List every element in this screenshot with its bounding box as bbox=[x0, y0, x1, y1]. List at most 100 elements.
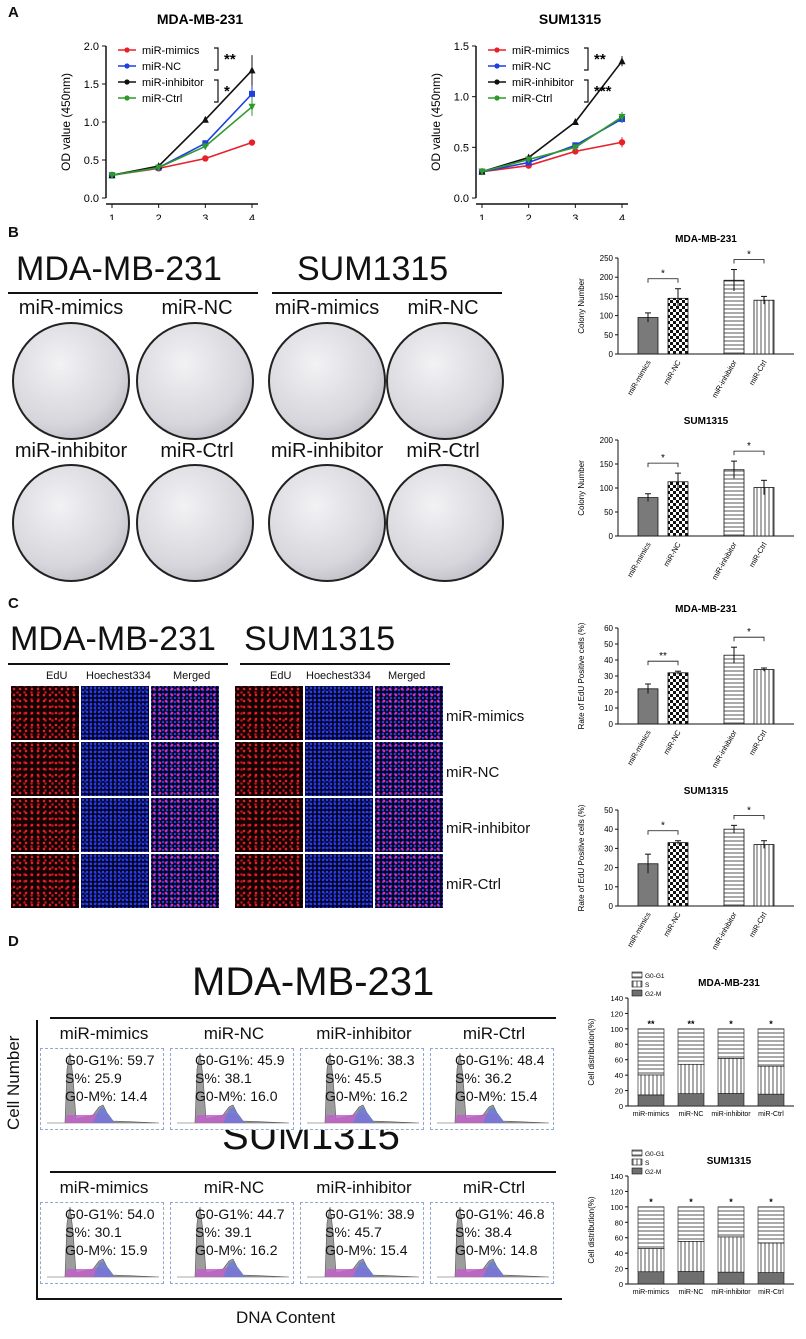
significance-label: *** bbox=[594, 83, 612, 100]
y-tick-label: 40 bbox=[615, 1249, 623, 1258]
y-tick-label: 0 bbox=[609, 350, 614, 359]
significance-bracket bbox=[214, 79, 219, 103]
significance-bracket bbox=[584, 79, 589, 103]
y-tick-label: 50 bbox=[604, 806, 613, 815]
flow-stat-line: G0-G1%: 38.9 bbox=[325, 1206, 415, 1222]
data-point bbox=[202, 155, 209, 162]
legend-label: miR-Ctrl bbox=[142, 93, 182, 105]
stack-segment-G2-M bbox=[757, 1272, 785, 1285]
flow-stat-line: G0-G1%: 38.3 bbox=[325, 1052, 415, 1068]
significance-label: ** bbox=[594, 51, 606, 68]
panel-letter-c: C bbox=[8, 595, 19, 612]
bar-miR-mimics bbox=[637, 317, 659, 355]
significance-label: * bbox=[747, 250, 751, 261]
colony-label-sum-mimics: miR-mimics bbox=[274, 297, 380, 319]
y-tick-label: 2.0 bbox=[84, 41, 99, 53]
legend-marker bbox=[494, 47, 500, 53]
bar-miR-NC bbox=[667, 842, 689, 907]
y-tick-label: 0 bbox=[609, 720, 614, 729]
y-tick-label: 150 bbox=[600, 460, 614, 469]
x-tick-label: miR-NC bbox=[662, 728, 683, 756]
x-tick-label: miR-NC bbox=[662, 540, 683, 568]
stack-segment-S bbox=[757, 1242, 785, 1273]
x-tick-label: miR-NC bbox=[662, 910, 683, 938]
significance-label: * bbox=[747, 441, 751, 452]
y-tick-label: 200 bbox=[600, 436, 614, 445]
flow-stat-line: G0-G1%: 59.7 bbox=[65, 1052, 155, 1068]
significance-label: * bbox=[769, 1197, 773, 1207]
significance-label: * bbox=[661, 821, 665, 832]
significance-bracket bbox=[733, 814, 765, 820]
chart-title: SUM1315 bbox=[684, 416, 729, 427]
significance-label: ** bbox=[647, 1019, 655, 1029]
y-tick-label: 50 bbox=[604, 640, 613, 649]
significance-bracket bbox=[647, 278, 679, 283]
x-tick-label: miR-mimics bbox=[625, 910, 652, 949]
y-tick-label: 250 bbox=[600, 254, 614, 263]
colony-label-mda-nc: miR-NC bbox=[161, 297, 233, 319]
x-tick-label: miR-Ctrl bbox=[747, 540, 769, 569]
flow-y-axis-label: Cell Number bbox=[4, 1035, 23, 1130]
significance-bracket bbox=[647, 830, 679, 835]
significance-bracket bbox=[733, 259, 765, 264]
significance-label: ** bbox=[659, 651, 667, 662]
flow-histogram: G0-G1%: 44.7 S%: 39.1 G0-M%: 16.2 bbox=[170, 1202, 294, 1284]
bar-chart-mda-edu: MDA-MB-231 0 10 20 30 40 50 60 Rate of EdU Posit… bbox=[577, 604, 794, 769]
legend-marker bbox=[124, 63, 130, 69]
series-line-miR-mimics bbox=[481, 141, 623, 173]
legend-swatch bbox=[631, 980, 643, 988]
x-tick-label: miR-inhibitor bbox=[711, 1289, 751, 1296]
significance-bracket bbox=[733, 636, 765, 642]
x-tick-label: miR-inhibitor bbox=[710, 910, 739, 951]
significance-bracket bbox=[647, 462, 679, 468]
legend-label: G0-G1 bbox=[645, 1151, 665, 1158]
flow-group-label: miR-Ctrl bbox=[462, 1178, 526, 1197]
flow-stat-line: G0-M%: 16.2 bbox=[325, 1088, 408, 1104]
y-tick-label: 0 bbox=[609, 902, 614, 911]
y-tick-label: 20 bbox=[615, 1087, 623, 1096]
legend-swatch bbox=[631, 1167, 643, 1175]
significance-label: * bbox=[689, 1197, 693, 1207]
y-tick-label: 150 bbox=[600, 292, 614, 301]
data-point bbox=[248, 66, 256, 74]
legend-swatch bbox=[631, 989, 643, 997]
stack-segment-S bbox=[637, 1074, 665, 1096]
edu-row-label-nc: miR-NC bbox=[446, 764, 500, 781]
y-tick-label: 20 bbox=[615, 1265, 623, 1274]
y-axis-label: OD value (450nm) bbox=[59, 73, 73, 171]
data-point bbox=[525, 156, 533, 164]
x-tick-label: miR-inhibitor bbox=[710, 728, 739, 769]
y-tick-label: 20 bbox=[604, 688, 613, 697]
x-tick-label: miR-mimics bbox=[633, 1111, 670, 1118]
y-axis-label: Colony Number bbox=[577, 460, 586, 516]
flow-group-label: miR-NC bbox=[203, 1024, 265, 1043]
flow-group-label: miR-NC bbox=[203, 1178, 265, 1197]
stain-label-edu: EdU bbox=[270, 670, 292, 682]
stack-segment-S bbox=[677, 1241, 705, 1272]
flow-stat-line: G0-G1%: 48.4 bbox=[455, 1052, 545, 1068]
y-tick-label: 0.0 bbox=[84, 193, 99, 205]
flow-group-label: miR-mimics bbox=[59, 1024, 149, 1043]
microscopy-tile bbox=[304, 797, 374, 853]
x-tick-label: miR-inhibitor bbox=[710, 540, 739, 581]
y-tick-label: 40 bbox=[604, 656, 613, 665]
x-tick-label: miR-Ctrl bbox=[747, 728, 769, 757]
significance-label: * bbox=[747, 627, 751, 638]
stain-label-merged: Merged bbox=[388, 670, 426, 682]
flow-histogram: G0-G1%: 45.9 S%: 38.1 G0-M%: 16.0 bbox=[170, 1048, 294, 1130]
legend-label: G0-G1 bbox=[645, 973, 665, 980]
colony-dish bbox=[136, 464, 254, 582]
bar-miR-mimics bbox=[637, 688, 659, 725]
y-tick-label: 1.5 bbox=[84, 79, 99, 91]
significance-bracket bbox=[214, 47, 219, 71]
x-tick-label: miR-inhibitor bbox=[710, 358, 739, 399]
significance-label: * bbox=[747, 805, 751, 816]
bar-miR-Ctrl bbox=[753, 487, 775, 537]
bar-miR-inhibitor bbox=[723, 654, 745, 725]
microscopy-tile bbox=[80, 741, 150, 797]
legend-swatch bbox=[631, 971, 643, 979]
data-point bbox=[201, 143, 209, 151]
microscopy-tile bbox=[374, 853, 444, 909]
y-tick-label: 20 bbox=[604, 864, 613, 873]
